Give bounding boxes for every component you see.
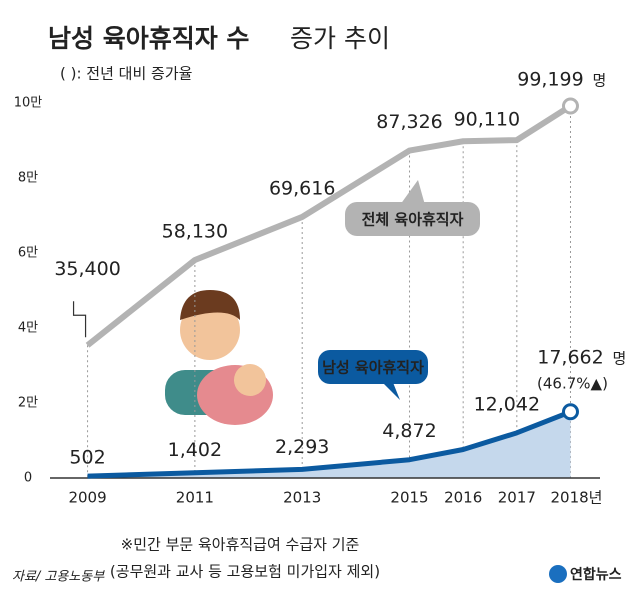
y-tick-label: 6만 [18,246,38,261]
line [87,409,572,479]
value-label: 35,400 [54,258,120,280]
note: ( ): 전년 대비 증가율 [60,65,192,83]
value-label: 502 [69,447,105,469]
y-tick-label: 10만 [14,96,43,111]
unit-label: 명 [612,349,626,367]
value-label: 87,326 [376,111,442,133]
logo-icon [549,565,567,583]
y-tick-label: 4만 [18,321,38,336]
chart-title-suffix: 증가 추이 [290,24,390,53]
logo: 연합뉴스 [570,566,622,583]
footnote: ※민간 부문 육아휴직급여 수급자 기준 [121,536,360,554]
value-label: 1,402 [168,439,222,461]
x-tick-label: 2011 [176,489,214,507]
chart-title: 남성 육아휴직자 수 [48,24,249,53]
leader-line [72,301,87,338]
footnote: (공무원과 교사 등 고용보험 미가입자 제외) [110,563,380,581]
legend-box [345,202,480,236]
end-marker [561,97,579,115]
legend-box [318,350,428,384]
value-label: 4,872 [382,420,436,442]
area [87,411,571,478]
x-tick-label: 2016 [444,489,482,507]
y-tick-label: 2만 [18,396,38,411]
legend-tail [400,180,425,205]
value-label: 69,616 [269,177,335,199]
x-tick-label: 2009 [68,489,106,507]
value-label: 99,199 [517,69,583,91]
legend-label: 전체 육아휴직자 [362,211,464,229]
legend-tail [380,380,400,400]
illustration [165,290,273,425]
y-tick-label: 8만 [18,171,38,186]
x-tick-label: 2018년 [550,489,602,507]
unit-label: 명 [592,72,606,90]
line [85,103,573,348]
value-label: 17,662 [537,346,603,368]
value-label: 2,293 [275,436,329,458]
legend-label: 남성 육아휴직자 [322,359,424,377]
x-tick-label: 2015 [390,489,428,507]
value-label: 58,130 [162,221,228,243]
y-tick-label: 0 [24,471,32,486]
x-tick-label: 2017 [498,489,536,507]
source: 자료/ 고용노동부 [12,570,105,585]
growth-label: (46.7%▲) [537,374,608,392]
value-label: 12,042 [474,393,540,415]
end-marker [561,403,579,421]
value-label: 90,110 [454,109,520,131]
x-tick-label: 2013 [283,489,321,507]
